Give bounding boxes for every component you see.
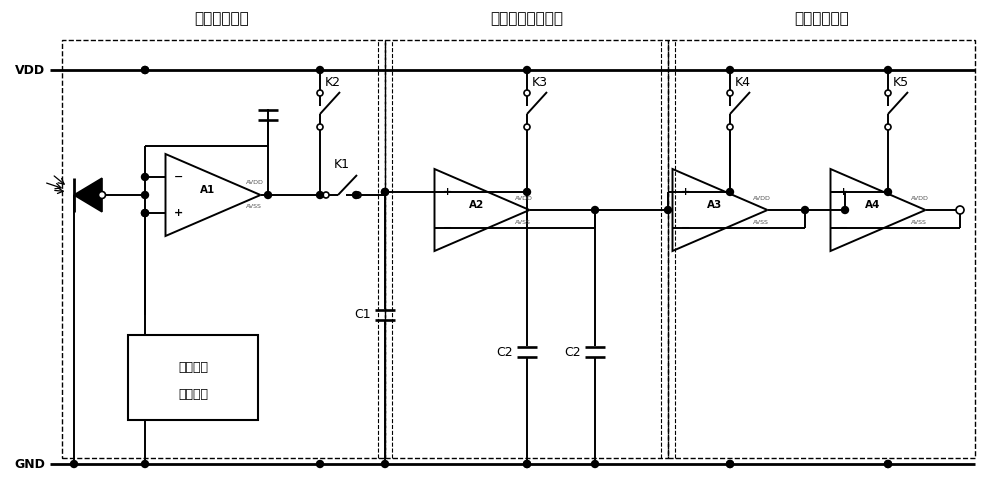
Text: A1: A1 xyxy=(200,185,216,195)
Text: A2: A2 xyxy=(469,200,485,210)
Text: AVDD: AVDD xyxy=(246,180,263,186)
Circle shape xyxy=(726,460,734,468)
Text: GND: GND xyxy=(14,458,45,470)
Circle shape xyxy=(524,460,530,468)
Circle shape xyxy=(524,90,530,96)
Circle shape xyxy=(727,124,733,130)
Circle shape xyxy=(142,210,148,216)
Circle shape xyxy=(524,66,530,73)
Text: K3: K3 xyxy=(532,76,548,89)
Circle shape xyxy=(726,188,734,196)
Text: −: − xyxy=(174,172,183,182)
Text: +: + xyxy=(174,208,183,218)
Bar xyxy=(668,40,975,458)
Bar xyxy=(128,335,258,420)
Text: AVSS: AVSS xyxy=(514,220,530,224)
Circle shape xyxy=(592,460,598,468)
Circle shape xyxy=(355,192,361,198)
Circle shape xyxy=(727,90,733,96)
Text: AVDD: AVDD xyxy=(514,196,532,200)
Text: +: + xyxy=(680,187,690,197)
Polygon shape xyxy=(74,178,102,212)
Circle shape xyxy=(142,66,148,73)
Text: VDD: VDD xyxy=(15,64,45,76)
Text: AVSS: AVSS xyxy=(910,220,926,224)
Text: 积分采样保持模块: 积分采样保持模块 xyxy=(490,12,564,26)
Text: 负电荷泵: 负电荷泵 xyxy=(178,361,208,374)
Text: C2: C2 xyxy=(564,346,581,358)
Circle shape xyxy=(842,206,848,214)
Circle shape xyxy=(142,66,148,73)
Text: +: + xyxy=(442,187,452,197)
Circle shape xyxy=(726,460,734,468)
Circle shape xyxy=(592,206,598,214)
Circle shape xyxy=(524,124,530,130)
Text: C1: C1 xyxy=(354,308,371,322)
Circle shape xyxy=(885,188,892,196)
Circle shape xyxy=(323,192,329,198)
Text: AVSS: AVSS xyxy=(246,204,261,210)
Text: AVSS: AVSS xyxy=(753,220,768,224)
Circle shape xyxy=(264,192,272,198)
Text: AVDD: AVDD xyxy=(753,196,770,200)
Circle shape xyxy=(316,192,324,198)
Circle shape xyxy=(382,188,388,196)
Circle shape xyxy=(664,206,672,214)
Circle shape xyxy=(98,192,106,198)
Bar xyxy=(385,40,668,458)
Circle shape xyxy=(142,192,148,198)
Circle shape xyxy=(316,460,324,468)
Circle shape xyxy=(885,460,892,468)
Circle shape xyxy=(70,460,78,468)
Text: C2: C2 xyxy=(496,346,513,358)
Text: AVDD: AVDD xyxy=(910,196,928,200)
Circle shape xyxy=(317,124,323,130)
Bar xyxy=(62,40,385,458)
Circle shape xyxy=(802,206,808,214)
Text: A4: A4 xyxy=(865,200,881,210)
Circle shape xyxy=(142,174,148,180)
Circle shape xyxy=(885,124,891,130)
Text: −: − xyxy=(838,223,848,233)
Text: A3: A3 xyxy=(707,200,723,210)
Circle shape xyxy=(956,206,964,214)
Text: −: − xyxy=(442,223,452,233)
Circle shape xyxy=(885,90,891,96)
Circle shape xyxy=(317,90,323,96)
Text: 信号输入模块: 信号输入模块 xyxy=(195,12,249,26)
Circle shape xyxy=(524,188,530,196)
Text: 电路模块: 电路模块 xyxy=(178,388,208,401)
Circle shape xyxy=(316,66,324,73)
Text: −: − xyxy=(680,223,690,233)
Circle shape xyxy=(382,188,388,196)
Text: K5: K5 xyxy=(893,76,909,89)
Circle shape xyxy=(726,66,734,73)
Text: 增益放大模块: 增益放大模块 xyxy=(795,12,849,26)
Circle shape xyxy=(142,460,148,468)
Circle shape xyxy=(956,206,964,214)
Text: +: + xyxy=(838,187,848,197)
Circle shape xyxy=(382,460,388,468)
Circle shape xyxy=(524,460,530,468)
Text: K4: K4 xyxy=(735,76,751,89)
Text: K2: K2 xyxy=(325,76,341,89)
Circle shape xyxy=(352,192,360,198)
Circle shape xyxy=(885,460,892,468)
Circle shape xyxy=(142,210,148,216)
Text: K1: K1 xyxy=(334,158,350,171)
Circle shape xyxy=(885,66,892,73)
